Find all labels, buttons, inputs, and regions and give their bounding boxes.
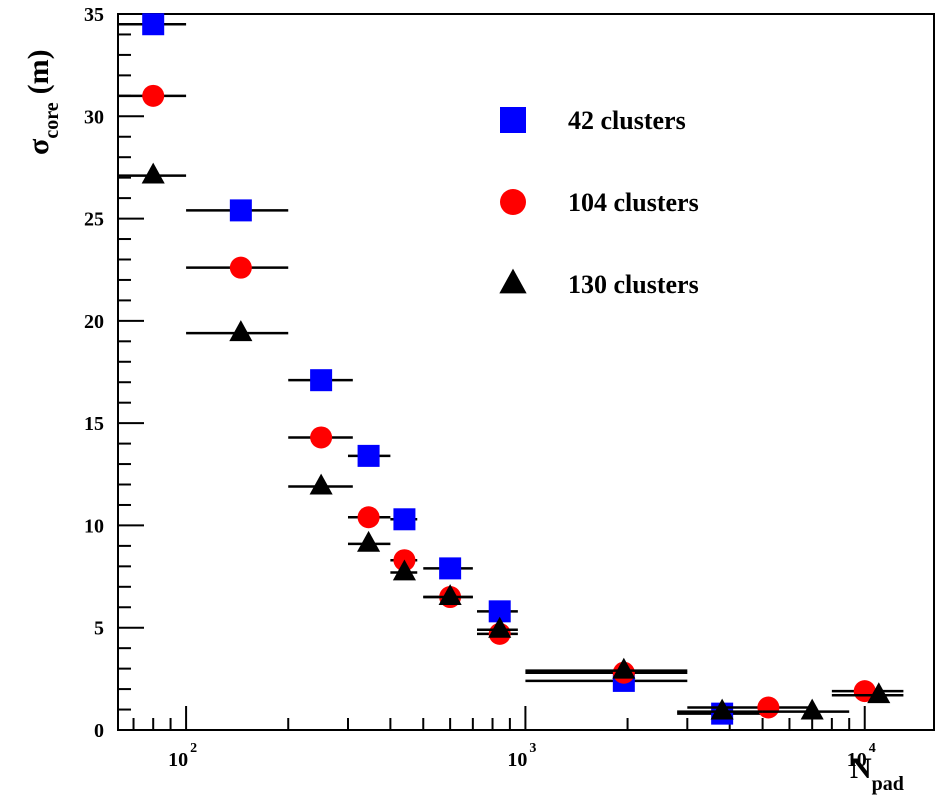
x-tick-label: 10 [847, 749, 867, 771]
legend-marker-triangle [499, 268, 527, 294]
data-point-square [393, 508, 416, 531]
data-point-triangle [612, 657, 636, 679]
axis-ticks [118, 13, 866, 731]
x-axis-title-sub: pad [872, 773, 904, 795]
x-tick-label: 10 [168, 749, 188, 771]
data-point-circle [757, 696, 780, 719]
data-point-triangle [488, 616, 512, 638]
data-point-triangle [357, 530, 381, 552]
y-axis-title-sub: core [41, 102, 63, 138]
data-point-square [357, 444, 380, 467]
data-point-square [310, 369, 333, 392]
data-point-triangle [800, 698, 824, 720]
data-point-circle [853, 680, 876, 703]
y-tick-label: 5 [94, 618, 104, 640]
data-point-triangle [141, 162, 165, 184]
y-tick-label: 10 [84, 515, 104, 537]
legend-label: 42 clusters [568, 106, 686, 135]
data-point-square [229, 199, 252, 222]
x-tick-exponent: 3 [529, 741, 536, 756]
data-point-triangle [867, 682, 891, 704]
y-axis-title: σcore (m) [22, 49, 63, 155]
series-circle [118, 84, 904, 719]
data-point-circle [142, 84, 165, 107]
x-axis-title: Npad [850, 752, 904, 795]
y-tick-label: 30 [84, 106, 104, 128]
data-point-circle [229, 256, 252, 279]
x-tick-exponent: 4 [869, 741, 876, 756]
y-tick-label: 0 [94, 720, 104, 742]
data-point-circle [310, 426, 333, 449]
data-point-triangle [710, 698, 734, 720]
data-point-square [142, 13, 165, 36]
data-point-circle [357, 506, 380, 529]
x-axis-title-main: N [850, 752, 872, 785]
data-point-triangle [229, 320, 253, 342]
legend-marker-square [500, 107, 526, 133]
y-tick-label: 35 [84, 4, 104, 26]
data-marks [118, 13, 904, 725]
y-axis-title-unit: (m) [22, 49, 55, 94]
y-tick-label: 15 [84, 413, 104, 435]
series-triangle [118, 162, 904, 720]
data-point-triangle [309, 473, 333, 495]
y-tick-label: 20 [84, 311, 104, 333]
x-tick-label: 10 [507, 749, 527, 771]
x-tick-exponent: 2 [190, 741, 197, 756]
legend: 42 clusters 104 clusters 130 clusters [499, 106, 699, 299]
data-point-square [439, 557, 462, 580]
legend-label: 130 clusters [568, 270, 699, 299]
y-tick-label: 25 [84, 209, 104, 231]
legend-marker-circle [500, 189, 526, 215]
data-point-triangle [392, 559, 416, 581]
y-axis-title-main: σ [22, 138, 55, 155]
data-point-triangle [438, 584, 462, 605]
axis-titles: Npad σcore (m) [22, 49, 904, 795]
legend-label: 104 clusters [568, 188, 699, 217]
data-point-square [488, 600, 511, 623]
